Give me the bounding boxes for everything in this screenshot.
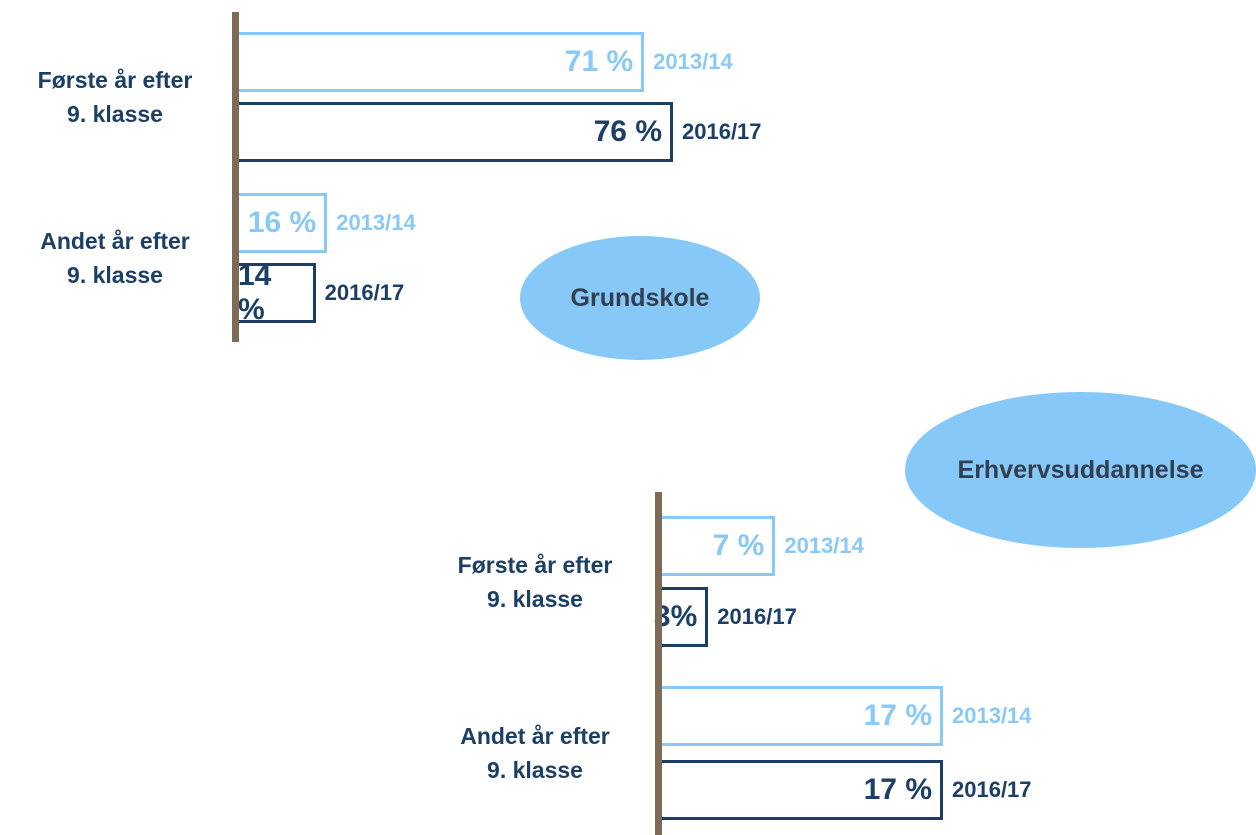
series-label: 2013/14 — [653, 49, 733, 74]
series-label: 2013/14 — [336, 210, 416, 235]
value-label: 14 % — [238, 259, 272, 326]
title-ellipse: Erhvervsuddannelse — [905, 392, 1256, 548]
bar: 76 % — [235, 102, 673, 162]
bar: 71 % — [235, 32, 645, 92]
value-label: 76 % — [593, 115, 662, 148]
category-label: Andet år efter 9. klasse — [40, 228, 190, 288]
series-label: 2013/14 — [952, 703, 1032, 728]
value-label: 17 % — [863, 773, 932, 806]
category-label: Andet år efter 9. klasse — [460, 723, 610, 783]
chart-title: Erhvervsuddannelse — [957, 455, 1204, 484]
axis-line — [655, 492, 662, 835]
value-label: 16 % — [247, 206, 317, 239]
bar: 16 % — [235, 193, 328, 253]
bar: 14 % — [235, 259, 316, 326]
axis-line — [232, 12, 239, 342]
bar: 17 % — [658, 686, 943, 746]
value-label: 17 % — [863, 699, 932, 732]
series-label: 2016/17 — [952, 777, 1032, 802]
bar: 3% — [654, 587, 709, 647]
series-label: 2016/17 — [682, 119, 762, 144]
value-label: 7 % — [712, 529, 765, 562]
series-label: 2016/17 — [717, 604, 797, 629]
chart-title: Grundskole — [570, 283, 710, 312]
value-label: 71 % — [564, 45, 634, 78]
bar: 7 % — [658, 516, 776, 576]
title-ellipse: Grundskole — [520, 236, 760, 360]
category-label: Første år efter 9. klasse — [37, 67, 193, 127]
series-label: 2013/14 — [784, 533, 864, 558]
category-label: Første år efter 9. klasse — [457, 551, 613, 612]
bar: 17 % — [658, 760, 943, 820]
series-label: 2016/17 — [324, 280, 405, 305]
